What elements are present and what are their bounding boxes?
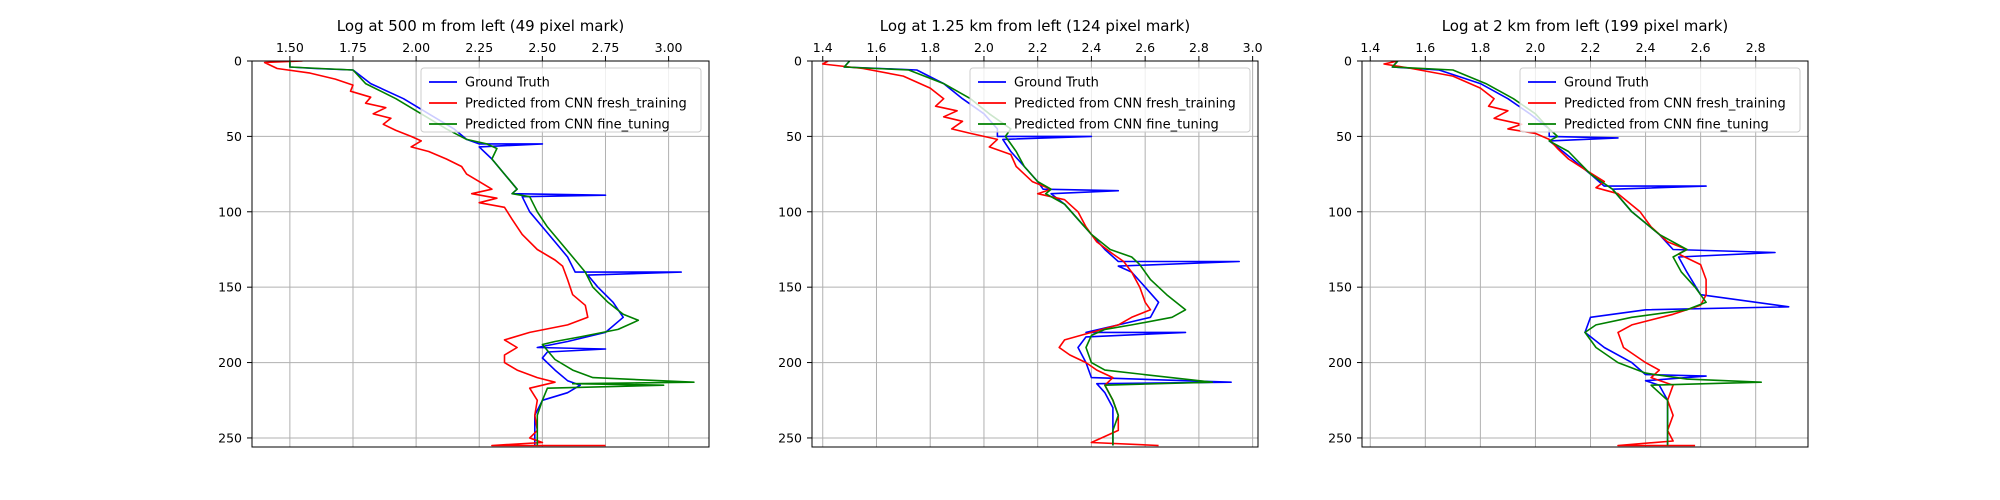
legend-label-3: Predicted from CNN fine_tuning [1014,118,1219,133]
y-tick-label: 50 [226,129,242,144]
legend-label-1: Ground Truth [1564,76,1649,91]
x-tick-label: 2.2 [1581,40,1601,55]
y-tick-label: 200 [1328,355,1352,370]
series-line-2 [821,61,1159,447]
y-tick-label: 100 [778,204,802,219]
x-tick-label: 2.50 [528,40,556,55]
plot-frame [811,60,1259,448]
x-tick-label: 1.8 [1470,40,1490,55]
chart-title: Log at 1.25 km from left (124 pixel mark… [880,17,1190,35]
x-tick-label: 2.25 [465,40,493,55]
legend-label-1: Ground Truth [465,76,550,91]
chart-title: Log at 500 m from left (49 pixel mark) [337,17,624,35]
y-tick-label: 100 [218,204,242,219]
x-tick-label: 1.75 [339,40,367,55]
legend-label-1: Ground Truth [1014,76,1099,91]
x-tick-label: 1.6 [867,40,887,55]
y-tick-label: 100 [1328,204,1352,219]
x-tick-label: 1.50 [276,40,304,55]
x-tick-label: 2.8 [1746,40,1766,55]
series-line-1 [843,61,1240,446]
y-tick-label: 200 [778,355,802,370]
chart-panel-3: 1.4 1.6 1.8 2.0 2.2 2.4 2.6 2.8 0 50 100 150 200 250 L… [1328,17,1809,448]
y-tick-label: 150 [1328,280,1352,295]
chart-title: Log at 2 km from left (199 pixel mark) [1442,17,1729,35]
legend-label-2: Predicted from CNN fresh_training [465,97,687,112]
y-tick-label: 150 [218,280,242,295]
x-tick-label: 2.0 [974,40,994,55]
y-tick-label: 250 [778,430,802,445]
y-tick-label: 0 [794,54,802,69]
y-tick-label: 50 [786,129,802,144]
chart-panel-1: 1.50 1.75 2.00 2.25 2.50 2.75 3.00 0 50 100 150 200… [218,17,710,448]
legend: Ground Truth Predicted from CNN fresh_tra… [1519,67,1801,133]
y-tick-label: 0 [1344,54,1352,69]
legend-label-2: Predicted from CNN fresh_training [1014,97,1236,112]
legend: Ground Truth Predicted from CNN fresh_tra… [969,67,1251,133]
x-tick-label: 3.0 [1243,40,1263,55]
legend-label-3: Predicted from CNN fine_tuning [465,118,670,133]
y-tick-label: 150 [778,280,802,295]
legend-box [969,67,1251,133]
x-tick-label: 2.4 [1636,40,1656,55]
x-tick-label: 2.6 [1135,40,1155,55]
legend-label-3: Predicted from CNN fine_tuning [1564,118,1769,133]
x-tick-label: 2.4 [1081,40,1101,55]
x-tick-label: 1.6 [1415,40,1435,55]
x-tick-label: 1.8 [920,40,940,55]
x-tick-label: 1.4 [813,40,833,55]
y-tick-label: 250 [218,430,242,445]
legend-box [420,67,702,133]
x-tick-label: 2.0 [1525,40,1545,55]
x-tick-label: 2.00 [402,40,430,55]
x-tick-label: 2.6 [1691,40,1711,55]
x-tick-label: 3.00 [655,40,683,55]
x-tick-label: 1.4 [1360,40,1380,55]
y-tick-label: 200 [218,355,242,370]
x-tick-label: 2.2 [1028,40,1048,55]
legend-label-2: Predicted from CNN fresh_training [1564,97,1786,112]
y-tick-label: 50 [1336,129,1352,144]
legend: Ground Truth Predicted from CNN fresh_tra… [420,67,702,133]
y-tick-label: 0 [234,54,242,69]
y-tick-label: 250 [1328,430,1352,445]
x-tick-label: 2.8 [1189,40,1209,55]
plot-frame [1361,60,1809,448]
series-line-2 [263,61,606,447]
plot-frame [251,60,710,448]
x-tick-label: 2.75 [592,40,620,55]
legend-box [1519,67,1801,133]
chart-panel-2: 1.4 1.6 1.8 2.0 2.2 2.4 2.6 2.8 3.0 0 50 100 150 200 2… [778,17,1263,448]
